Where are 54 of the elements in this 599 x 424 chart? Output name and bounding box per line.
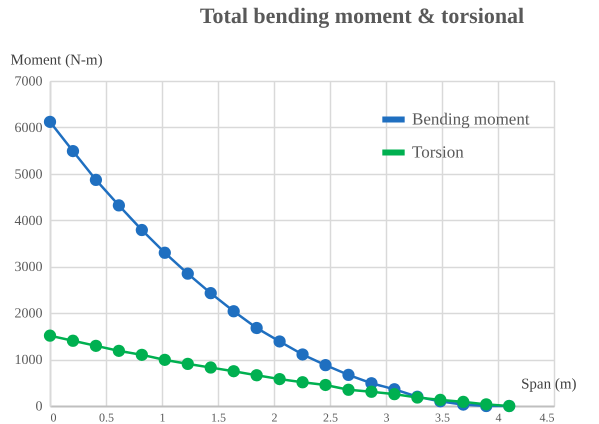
point: [204, 361, 217, 374]
point: [182, 358, 194, 370]
x-tick-label: 1: [160, 410, 166, 424]
point: [90, 174, 102, 186]
x-tick-label: 4: [496, 410, 502, 424]
point: [182, 268, 194, 280]
point: [457, 396, 470, 408]
x-tick-label: 3.5: [435, 410, 450, 424]
y-tick-label: 7000: [14, 74, 42, 90]
y-tick-label: 4000: [14, 214, 42, 229]
y-tick-label: 0: [36, 400, 42, 414]
point: [250, 369, 263, 382]
x-tick-label: 0.5: [99, 410, 114, 424]
chart-title: Total bending moment & torsional: [200, 3, 524, 28]
x-tick-label: 4.5: [540, 410, 554, 424]
point: [228, 305, 240, 318]
x-tick-label: 2.5: [323, 410, 338, 424]
point: [136, 224, 148, 236]
point: [158, 246, 171, 259]
point: [136, 348, 148, 361]
y-tick-label: 1000: [14, 353, 42, 368]
point: [204, 287, 217, 300]
point: [342, 384, 355, 396]
x-tick-label: 2: [272, 410, 278, 424]
y-tick-label: 3000: [14, 260, 42, 276]
point: [44, 330, 56, 342]
y-tick-label: 6000: [14, 120, 42, 136]
point: [112, 199, 126, 212]
point: [296, 376, 309, 388]
y-axis-title: Moment (N-m): [10, 52, 103, 68]
x-tick-label: 3: [384, 410, 390, 424]
point: [44, 116, 56, 128]
point: [112, 344, 126, 357]
point: [158, 354, 171, 366]
legend-label: Torsion: [412, 142, 464, 162]
point: [90, 340, 102, 352]
point: [66, 144, 80, 158]
point: [273, 372, 286, 386]
point: [342, 368, 355, 382]
point: [228, 365, 240, 378]
point: [319, 359, 332, 372]
point: [250, 322, 263, 334]
point: [319, 378, 332, 392]
x-tick-label: 0: [50, 410, 56, 424]
legend-label: Bending moment: [412, 110, 530, 128]
point: [66, 334, 80, 347]
x-tick-label: 1.5: [211, 410, 226, 424]
x-axis-title: Span (m): [521, 376, 576, 392]
point: [388, 388, 401, 400]
y-tick-label: 5000: [14, 167, 42, 182]
point: [273, 335, 286, 348]
y-tick-label: 2000: [14, 306, 42, 322]
point: [365, 386, 378, 398]
point: [296, 348, 309, 361]
